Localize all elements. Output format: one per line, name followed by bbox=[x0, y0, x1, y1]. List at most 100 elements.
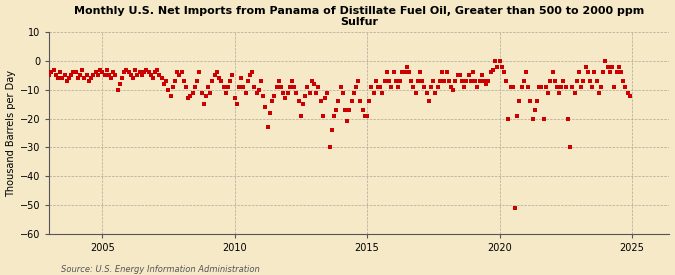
Point bbox=[79, 76, 90, 80]
Point bbox=[470, 79, 481, 83]
Point bbox=[369, 90, 379, 95]
Point bbox=[371, 79, 381, 83]
Point bbox=[518, 79, 529, 83]
Point bbox=[602, 65, 613, 69]
Point bbox=[468, 70, 479, 75]
Point bbox=[600, 59, 611, 63]
Point bbox=[265, 111, 275, 115]
Point bbox=[117, 76, 128, 80]
Point bbox=[503, 116, 514, 121]
Point bbox=[496, 65, 507, 69]
Point bbox=[571, 79, 582, 83]
Point bbox=[46, 70, 57, 75]
Point bbox=[95, 67, 105, 72]
Point bbox=[48, 67, 59, 72]
Point bbox=[176, 70, 187, 75]
Point bbox=[362, 114, 373, 118]
Point bbox=[269, 93, 279, 98]
Point bbox=[324, 145, 335, 150]
Point bbox=[68, 70, 79, 75]
Point bbox=[278, 90, 289, 95]
Point bbox=[386, 85, 397, 89]
Point bbox=[329, 114, 340, 118]
Point bbox=[128, 76, 138, 80]
Point bbox=[560, 85, 571, 89]
Point bbox=[412, 79, 423, 83]
Point bbox=[593, 90, 604, 95]
Point bbox=[357, 108, 368, 112]
Point bbox=[130, 67, 140, 72]
Point bbox=[545, 79, 556, 83]
Point bbox=[618, 79, 628, 83]
Point bbox=[428, 79, 439, 83]
Point bbox=[340, 108, 350, 112]
Point bbox=[510, 206, 520, 210]
Point bbox=[404, 70, 414, 75]
Point bbox=[543, 90, 554, 95]
Point bbox=[355, 99, 366, 103]
Point bbox=[157, 76, 167, 80]
Point bbox=[437, 70, 448, 75]
Point bbox=[435, 79, 446, 83]
Point bbox=[254, 87, 265, 92]
Point bbox=[419, 85, 430, 89]
Point bbox=[244, 73, 255, 78]
Point bbox=[308, 82, 319, 86]
Point bbox=[520, 70, 531, 75]
Point bbox=[532, 99, 543, 103]
Point bbox=[569, 90, 580, 95]
Point bbox=[335, 85, 346, 89]
Point bbox=[315, 99, 326, 103]
Point bbox=[306, 79, 317, 83]
Point bbox=[298, 102, 308, 106]
Point bbox=[423, 99, 434, 103]
Point bbox=[472, 85, 483, 89]
Point bbox=[609, 85, 620, 89]
Point bbox=[454, 73, 465, 78]
Point bbox=[562, 116, 573, 121]
Point bbox=[187, 90, 198, 95]
Point bbox=[145, 73, 156, 78]
Point bbox=[99, 73, 110, 78]
Point bbox=[73, 76, 84, 80]
Point bbox=[489, 59, 500, 63]
Point bbox=[366, 85, 377, 89]
Point bbox=[554, 90, 564, 95]
Point bbox=[284, 85, 295, 89]
Point bbox=[523, 85, 534, 89]
Point bbox=[249, 85, 260, 89]
Point bbox=[501, 79, 512, 83]
Point bbox=[51, 73, 61, 78]
Point bbox=[134, 70, 145, 75]
Point bbox=[456, 79, 467, 83]
Point bbox=[364, 99, 375, 103]
Point bbox=[190, 85, 200, 89]
Point bbox=[322, 90, 333, 95]
Point bbox=[384, 79, 395, 83]
Point bbox=[293, 99, 304, 103]
Point bbox=[463, 73, 474, 78]
Point bbox=[583, 70, 593, 75]
Point bbox=[558, 79, 569, 83]
Point bbox=[242, 79, 253, 83]
Point bbox=[236, 76, 246, 80]
Point bbox=[512, 114, 522, 118]
Point bbox=[247, 70, 258, 75]
Point bbox=[516, 85, 527, 89]
Point bbox=[115, 82, 126, 86]
Point bbox=[589, 70, 600, 75]
Point bbox=[538, 116, 549, 121]
Point bbox=[280, 96, 291, 101]
Point bbox=[167, 85, 178, 89]
Point bbox=[439, 79, 450, 83]
Point bbox=[75, 73, 86, 78]
Point bbox=[183, 96, 194, 101]
Point bbox=[77, 67, 88, 72]
Point bbox=[216, 79, 227, 83]
Point bbox=[296, 114, 306, 118]
Point bbox=[223, 85, 234, 89]
Point bbox=[580, 65, 591, 69]
Point bbox=[84, 79, 95, 83]
Point bbox=[159, 82, 169, 86]
Point bbox=[410, 90, 421, 95]
